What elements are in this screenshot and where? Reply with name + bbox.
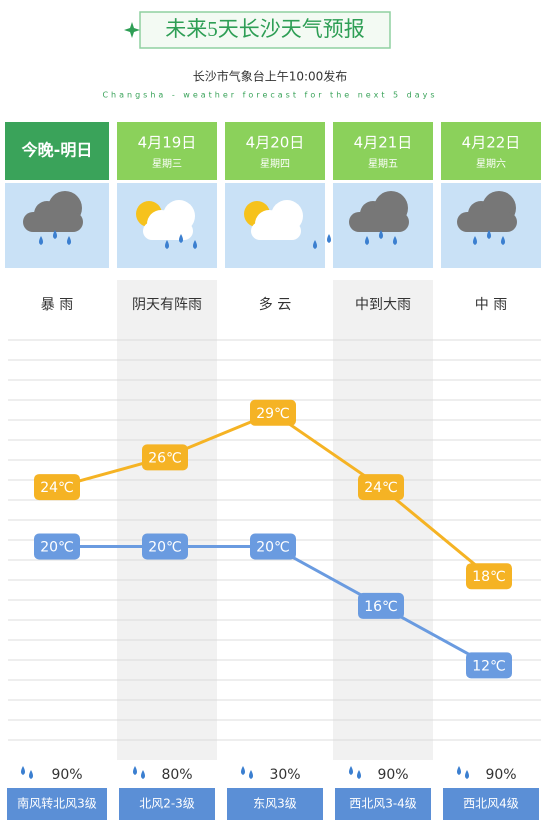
raindrop [501, 236, 505, 245]
subtitle-en: Changsha - weather forecast for the next… [102, 91, 437, 100]
raindrop [327, 234, 331, 243]
weekday-label: 星期六 [476, 158, 506, 170]
date-label: 4月20日 [246, 134, 305, 152]
wind-box [7, 788, 107, 820]
temp-label: 20℃ [148, 539, 182, 555]
wind-box [119, 788, 215, 820]
temp-point [250, 533, 296, 560]
subtitle: 长沙市气象台上午10:00发布 [193, 69, 348, 84]
drop-icon [457, 766, 469, 779]
wind-box [335, 788, 431, 820]
temp-point [466, 652, 512, 679]
cloud [23, 212, 83, 232]
date-tile [441, 122, 541, 180]
precipitation: 90% [51, 767, 82, 783]
weather-icon [349, 191, 409, 245]
wind-label: 西北风3-4级 [349, 797, 417, 811]
drop-icon [133, 766, 145, 779]
temp-label: 18℃ [472, 569, 506, 585]
weather-icon [244, 200, 345, 249]
wind-label: 南风转北风3级 [17, 796, 97, 811]
temp-label: 24℃ [40, 480, 74, 496]
temp-point [358, 592, 404, 619]
date-label: 4月19日 [138, 134, 197, 152]
precipitation: 30% [269, 767, 300, 783]
wind-label: 东风3级 [253, 797, 297, 811]
weather-label: 阴天有阵雨 [132, 297, 202, 313]
wind-box [227, 788, 323, 820]
wind-label: 西北风4级 [463, 797, 519, 811]
raindrop [487, 230, 491, 239]
weather-label: 中 雨 [475, 297, 507, 313]
cloud [457, 212, 517, 232]
drop-icon [241, 766, 253, 779]
temp-point [142, 444, 188, 471]
date-tile [5, 122, 109, 180]
temp-point [34, 474, 80, 501]
weekday-label: 星期三 [152, 158, 182, 170]
wind-box [443, 788, 539, 820]
raindrop [67, 236, 71, 245]
raindrop [165, 240, 169, 249]
date-tile [225, 122, 325, 180]
temp-label: 20℃ [40, 539, 74, 555]
date-tile [117, 122, 217, 180]
temp-label: 16℃ [364, 599, 398, 615]
precipitation: 90% [485, 767, 516, 783]
raindrop [379, 230, 383, 239]
raindrop [193, 240, 197, 249]
temp-label: 24℃ [364, 480, 398, 496]
drop-icon [21, 766, 33, 779]
date-label: 4月22日 [462, 134, 521, 152]
wind-label: 北风2-3级 [139, 797, 195, 811]
temp-label: 29℃ [256, 406, 290, 422]
weather-label: 暴 雨 [41, 297, 73, 313]
raindrop [313, 240, 317, 249]
date-label: 4月21日 [354, 134, 413, 152]
raindrop [53, 230, 57, 239]
temp-label: 20℃ [256, 539, 290, 555]
cloud [349, 212, 409, 232]
weekday-label: 星期五 [368, 158, 398, 170]
temp-point [466, 563, 512, 590]
temp-point [34, 533, 80, 560]
weather-icon [457, 191, 517, 245]
weather-icon [23, 191, 83, 245]
precipitation: 80% [161, 767, 192, 783]
raindrop [473, 236, 477, 245]
temp-point [358, 474, 404, 501]
raindrop [179, 234, 183, 243]
temp-label: 12℃ [472, 658, 506, 674]
weather-icon [136, 200, 197, 249]
temp-label: 26℃ [148, 450, 182, 466]
date-tile [333, 122, 433, 180]
sparkle [124, 22, 140, 38]
date-label: 今晚-明日 [21, 141, 93, 160]
weather-label: 多 云 [259, 296, 291, 313]
precipitation: 90% [377, 767, 408, 783]
raindrop [39, 236, 43, 245]
title-box [139, 11, 391, 49]
cloud [143, 222, 193, 240]
weekday-label: 星期四 [260, 158, 290, 170]
drop-icon [349, 766, 361, 779]
raindrop [365, 236, 369, 245]
raindrop [393, 236, 397, 245]
cloud [251, 222, 301, 240]
temp-point [142, 533, 188, 560]
temp-point [250, 399, 296, 426]
title: 未来5天长沙天气预报 [165, 17, 365, 41]
weather-label: 中到大雨 [355, 297, 411, 313]
